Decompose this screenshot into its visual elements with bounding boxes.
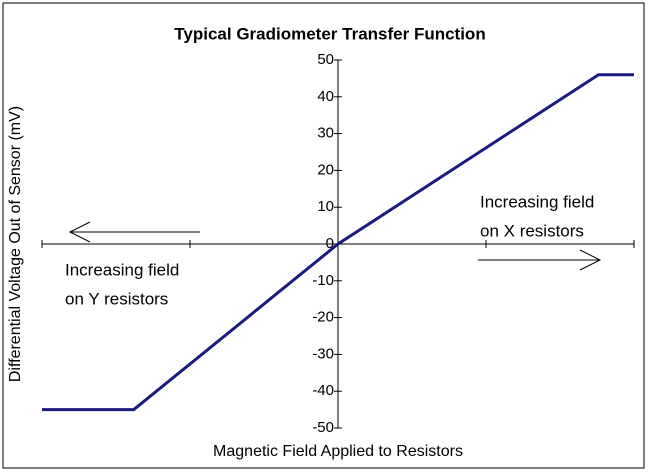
y-tick-label: 10 <box>317 198 334 215</box>
x-axis-title: Magnetic Field Applied to Resistors <box>213 443 463 460</box>
y-tick-label: 50 <box>317 51 334 68</box>
chart-title: Typical Gradiometer Transfer Function <box>174 24 485 43</box>
y-tick-label: 20 <box>317 161 334 178</box>
y-tick-label: 0 <box>326 235 334 252</box>
annotation: on Y resistors <box>65 289 168 308</box>
arrow-right-head <box>579 249 602 271</box>
y-tick-label: -10 <box>312 272 334 289</box>
y-tick-label: 40 <box>317 88 334 105</box>
data-line <box>42 73 634 412</box>
annotation: Increasing field <box>65 260 179 279</box>
y-tick-label: -50 <box>312 419 334 436</box>
y-tick-label: -30 <box>312 345 334 362</box>
y-tick-label: -20 <box>312 309 334 326</box>
arrows <box>68 221 602 271</box>
y-tick-label: -40 <box>312 382 334 399</box>
annotation: Increasing field <box>480 192 594 211</box>
annotation: on X resistors <box>480 221 584 240</box>
arrow-left-head <box>68 221 91 243</box>
y-tick-label: 30 <box>317 125 334 142</box>
y-axis-title: Differential Voltage Out of Sensor (mV) <box>7 106 24 382</box>
